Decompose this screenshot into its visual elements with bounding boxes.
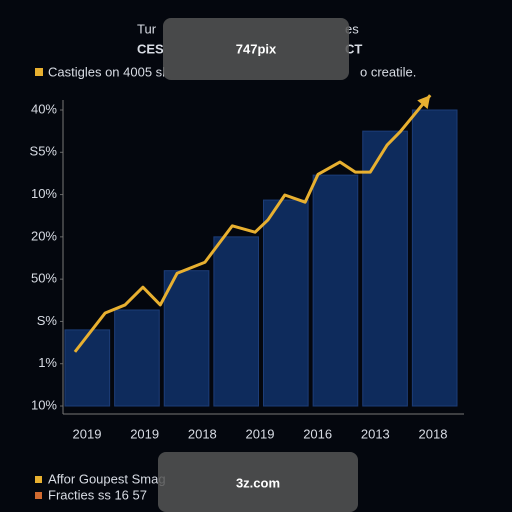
footer-swatch <box>35 476 42 483</box>
legend-swatch <box>35 68 43 76</box>
arrow-head <box>417 95 431 109</box>
footer-text: Affor Goupest Smag <box>48 471 166 486</box>
y-tick-label: S% <box>37 313 58 328</box>
x-tick-label: 2018 <box>188 426 217 441</box>
title-fragment: CES <box>137 41 164 56</box>
bar <box>263 199 309 407</box>
x-tick-label: 2019 <box>246 426 275 441</box>
watermark-box <box>158 452 358 512</box>
footer-swatch <box>35 492 42 499</box>
footer-text: Fracties ss 16 57 <box>48 487 147 502</box>
x-tick-label: 2019 <box>130 426 159 441</box>
bar <box>114 309 160 407</box>
x-tick-label: 2016 <box>303 426 332 441</box>
plot-area: 10% 1% S% 50% 20% 10% S5% 40% 2019 2019 2018 2019 20… <box>30 94 464 441</box>
y-tick-label: 1% <box>38 355 57 370</box>
y-tick-label: 10% <box>31 397 57 412</box>
x-tick-label: 2019 <box>73 426 102 441</box>
legend-text: o creatile. <box>360 64 416 79</box>
bar <box>163 270 210 407</box>
x-tick-label: 2013 <box>361 426 390 441</box>
bar <box>362 130 408 407</box>
y-tick-label: 10% <box>31 186 57 201</box>
legend-text: Castigles on 4005 sl <box>48 64 165 79</box>
y-tick-label: 50% <box>31 271 57 286</box>
watermark: 747pix <box>236 41 277 56</box>
x-tick-label: 2018 <box>419 426 448 441</box>
y-tick-label: 20% <box>31 228 57 243</box>
watermark-box <box>163 18 349 80</box>
watermark: 3z.com <box>236 475 280 490</box>
bar <box>312 174 359 407</box>
bar <box>411 109 458 407</box>
trend-line <box>73 94 432 353</box>
y-tick-label: S5% <box>30 144 58 159</box>
title-fragment: Tur <box>137 21 157 36</box>
bar <box>213 236 259 407</box>
y-tick-label: 40% <box>31 101 57 116</box>
title-fragment: CT <box>345 41 362 56</box>
bar <box>64 329 111 407</box>
